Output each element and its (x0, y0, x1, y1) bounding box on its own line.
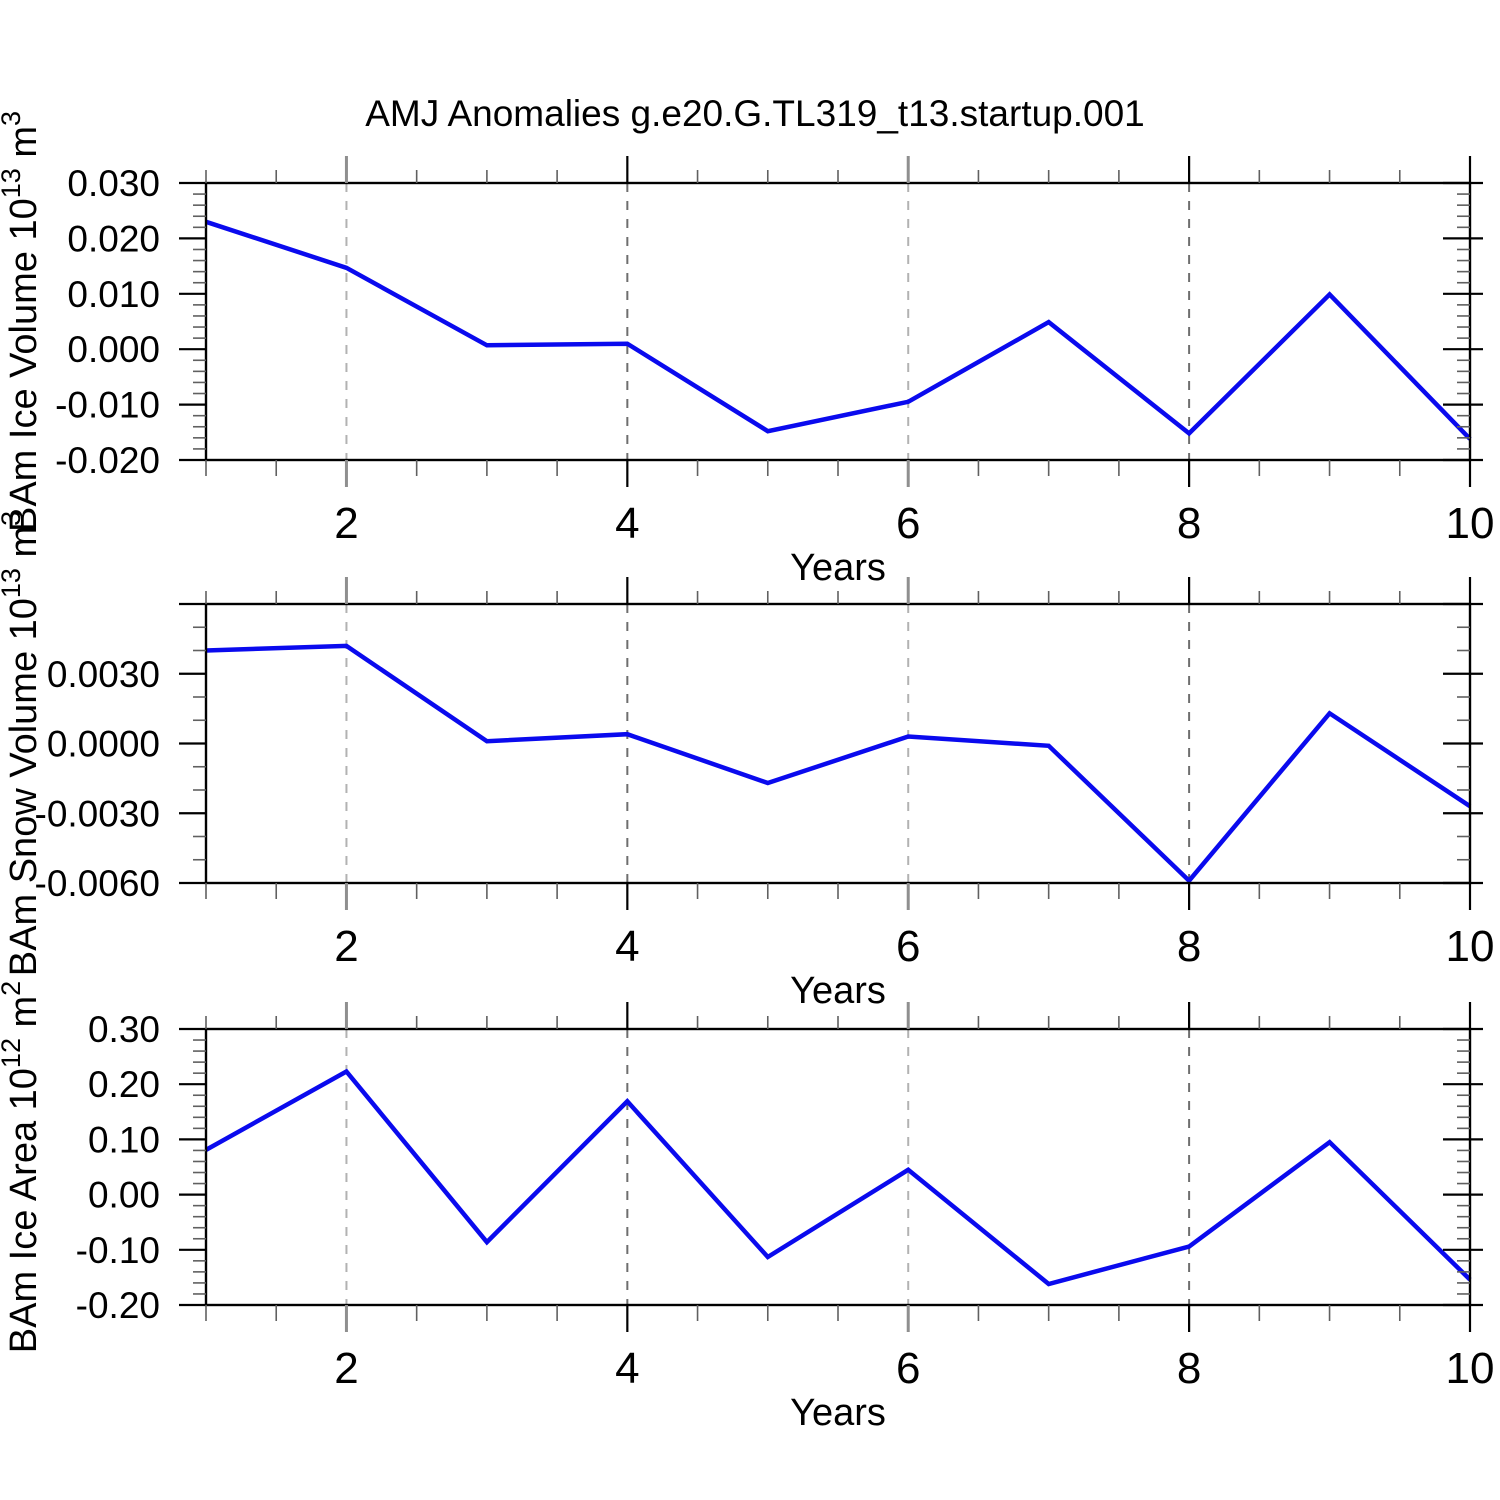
y-tick-label: -0.0060 (35, 863, 161, 904)
x-tick-label: 2 (334, 499, 358, 548)
x-tick-label: 6 (896, 499, 920, 548)
chart-bam-ice-area: 0.30 0.20 0.10 0.00 -0.10 -0.20 2 4 6 8 10 Years BAm… (0, 981, 1494, 1434)
y-axis-title: BAm Snow Volume 1013 m3 (0, 511, 45, 976)
x-axis-title: Years (790, 1392, 886, 1434)
x-axis-title: Years (790, 547, 886, 589)
x-tick-label: 4 (615, 922, 639, 971)
y-tick-label: 0.030 (67, 163, 160, 204)
y-tick-label: 0.010 (67, 274, 160, 315)
y-tick-label: -0.0030 (35, 793, 161, 834)
y-tick-label: 0.0030 (47, 654, 160, 695)
y-tick-label: -0.010 (55, 385, 160, 426)
y-axis-title: BAm Ice Area 1012 m2 (0, 981, 45, 1353)
y-tick-label: 0.20 (88, 1064, 160, 1105)
x-tick-label: 4 (615, 1344, 639, 1393)
series-line-bam-snow-volume (205, 643, 1472, 884)
y-tick-label: 0.0000 (47, 724, 160, 765)
x-axis-title: Years (790, 970, 886, 1012)
y-tick-label: 0.020 (67, 218, 160, 259)
chart-bam-snow-volume: 0.0030 0.0000 -0.0030 -0.0060 2 4 6 8 10 Years BAm… (0, 511, 1494, 1012)
y-tick-label: 0.10 (88, 1119, 160, 1160)
y-tick-label: 0.000 (67, 329, 160, 370)
chart-bam-ice-volume: 0.030 0.020 0.010 0.000 -0.010 -0.020 2 4 6 8 10 Ye… (0, 111, 1494, 589)
y-tick-label: 0.30 (88, 1009, 160, 1050)
y-tick-label: -0.020 (55, 440, 160, 481)
x-tick-label: 10 (1446, 922, 1495, 971)
x-tick-label: 4 (615, 499, 639, 548)
y-axis-title: BAm Ice Volume 1013 m3 (0, 111, 45, 532)
y-tick-label: -0.10 (76, 1230, 160, 1271)
x-tick-label: 10 (1446, 1344, 1495, 1393)
x-tick-label: 10 (1446, 499, 1495, 548)
x-tick-label: 2 (334, 1344, 358, 1393)
x-tick-label: 6 (896, 1344, 920, 1393)
x-tick-label: 8 (1177, 499, 1201, 548)
x-tick-label: 8 (1177, 1344, 1201, 1393)
x-tick-label: 2 (334, 922, 358, 971)
x-tick-label: 6 (896, 922, 920, 971)
y-tick-label: -0.20 (76, 1285, 160, 1326)
y-tick-label: 0.00 (88, 1175, 160, 1216)
series-line-bam-ice-volume (205, 219, 1472, 441)
x-tick-label: 8 (1177, 922, 1201, 971)
series-line-bam-ice-area (204, 1068, 1472, 1287)
figure-title: AMJ Anomalies g.e20.G.TL319_t13.startup.… (365, 93, 1145, 134)
plot-border-bam-snow-volume (204, 602, 1472, 885)
plot-border-bam-ice-area (204, 1027, 1472, 1307)
